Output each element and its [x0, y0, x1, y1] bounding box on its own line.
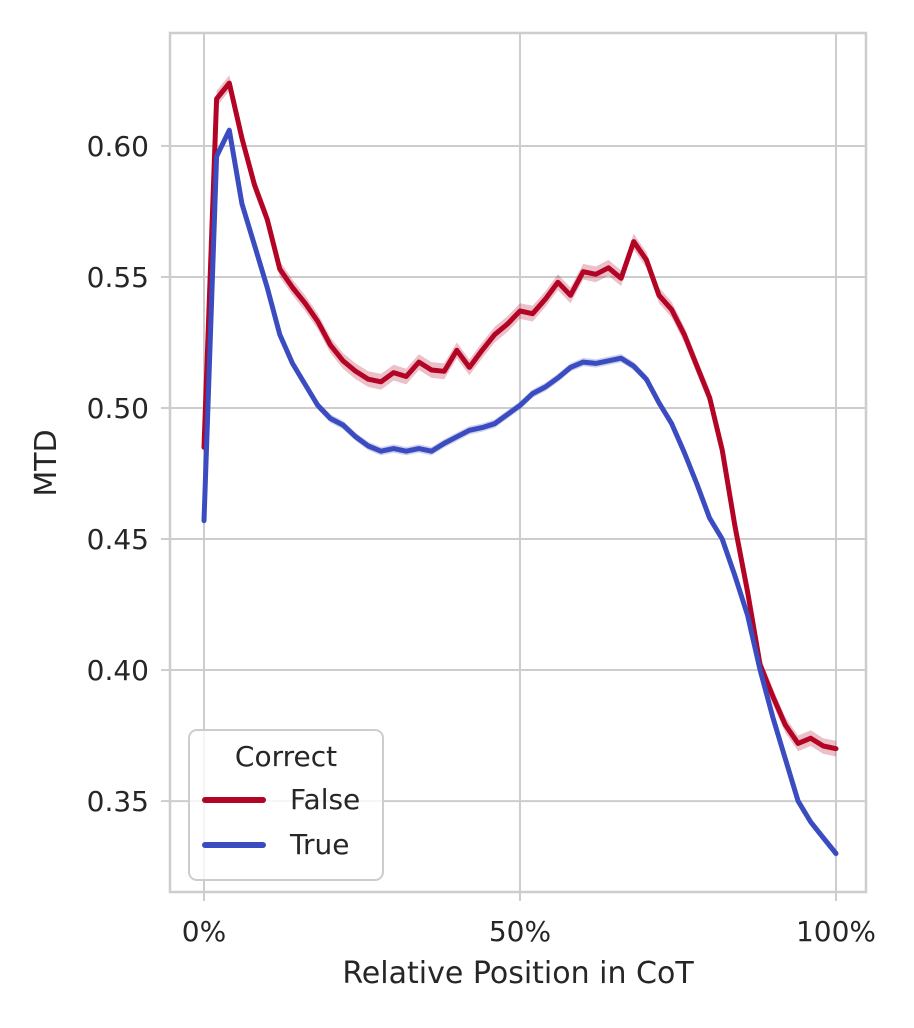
- y-tick-label: 0.45: [87, 523, 149, 556]
- x-tick-label: 0%: [182, 915, 226, 948]
- y-tick-label: 0.40: [87, 654, 149, 687]
- y-tick-labels: 0.35 0.40 0.45 0.50 0.55 0.60: [87, 130, 149, 818]
- y-tick-label: 0.50: [87, 392, 149, 425]
- y-tick-label: 0.55: [87, 261, 149, 294]
- legend: Correct False True: [188, 729, 384, 881]
- legend-title: Correct: [234, 740, 338, 773]
- x-axis-title: Relative Position in CoT: [342, 956, 694, 991]
- x-tick-label: 100%: [796, 915, 876, 948]
- y-tick-label: 0.35: [87, 785, 149, 818]
- plot-border: [168, 31, 868, 894]
- x-tick-labels: 0% 50% 100%: [182, 915, 876, 948]
- legend-label-false: False: [290, 783, 361, 816]
- legend-item-false: False: [190, 777, 382, 822]
- tick-marks: [161, 144, 837, 901]
- x-tick-label: 50%: [489, 915, 551, 948]
- true-series-line: [201, 127, 839, 856]
- legend-item-true: True: [190, 822, 382, 867]
- legend-label-true: True: [290, 828, 350, 861]
- false-line-swatch: [202, 796, 266, 803]
- false-series-line: [201, 80, 839, 752]
- y-axis-title: MTD: [29, 429, 64, 496]
- series-lines: [201, 80, 839, 856]
- y-tick-label: 0.60: [87, 130, 149, 163]
- axes-frame: [168, 31, 868, 894]
- true-line-swatch: [202, 841, 266, 848]
